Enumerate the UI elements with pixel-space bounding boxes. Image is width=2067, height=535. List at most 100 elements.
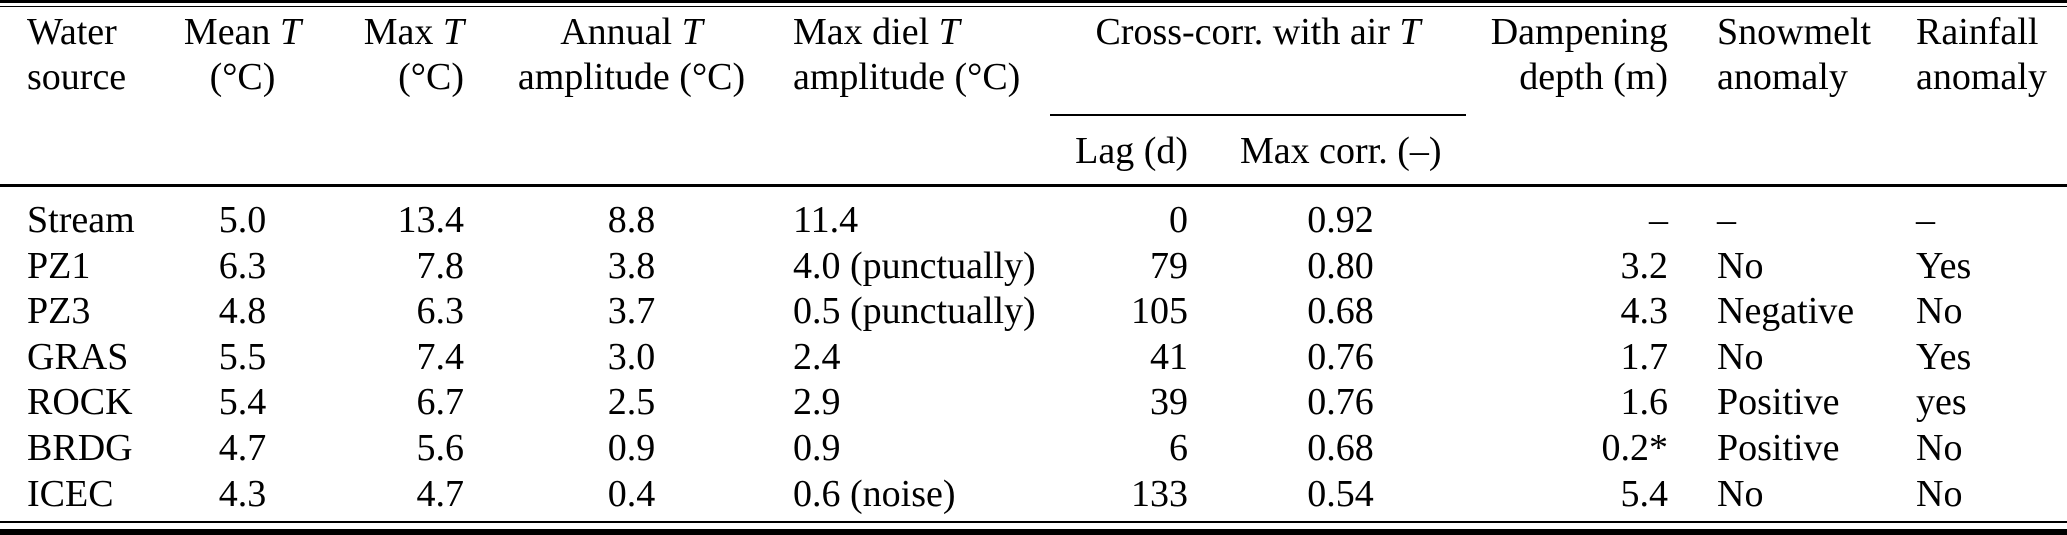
cell-source: GRAS xyxy=(27,335,129,378)
cell-max-t: 6.7 xyxy=(416,381,465,424)
cell-rainfall: Yes xyxy=(1916,335,1972,378)
header-line: source xyxy=(27,56,127,98)
cell-snowmelt: Positive xyxy=(1717,426,1840,469)
cell-rainfall: yes xyxy=(1916,381,1967,424)
cell-max-corr: 0.54 xyxy=(1307,472,1374,515)
cell-annual: 0.4 xyxy=(607,472,656,515)
cell-max-diel: 0.5 (punctually) xyxy=(793,290,1036,333)
cell-dampening: 1.7 xyxy=(1620,335,1669,378)
cell-dampening: 4.3 xyxy=(1620,290,1669,333)
italic-t: T xyxy=(442,11,464,53)
cell-rainfall: No xyxy=(1916,426,1963,469)
header-unit: (°C) xyxy=(209,56,276,98)
cell-snowmelt: No xyxy=(1717,244,1764,287)
cell-max-corr: 0.92 xyxy=(1307,199,1374,241)
column-header-max-t: Max T (°C) xyxy=(340,10,464,100)
header-separator-rule xyxy=(0,184,2067,187)
table-bottom-rule-thin xyxy=(0,521,2067,523)
cell-annual: 8.8 xyxy=(607,199,656,241)
cell-lag: 133 xyxy=(1131,472,1188,515)
header-line: anomaly xyxy=(1916,56,2047,98)
header-line: Dampening xyxy=(1490,11,1668,53)
cell-max-diel: 0.9 xyxy=(793,426,841,469)
cell-max-corr: 0.68 xyxy=(1307,290,1374,333)
column-header-mean-t: Mean T (°C) xyxy=(180,10,305,100)
cell-mean-t: 4.3 xyxy=(218,472,267,515)
cell-max-diel: 0.6 (noise) xyxy=(793,472,956,515)
column-subheader-max-corr: Max corr. (–) xyxy=(1240,130,1442,172)
cell-annual: 0.9 xyxy=(607,426,656,469)
cell-lag: 6 xyxy=(1169,426,1188,469)
header-line: anomaly xyxy=(1717,56,1848,98)
cell-rainfall: No xyxy=(1916,472,1963,515)
column-header-max-diel-amplitude: Max diel T amplitude (°C) xyxy=(793,10,1048,100)
header-line: Max T xyxy=(340,10,464,55)
cell-mean-t: 4.8 xyxy=(218,290,267,333)
table-row: GRAS 5.5 7.4 3.0 2.4 41 0.76 1.7 No Yes xyxy=(0,335,2067,381)
table-row: Stream 5.0 13.4 8.8 11.4 0 0.92 – – – xyxy=(0,198,2067,244)
cell-rainfall: No xyxy=(1916,290,1963,333)
table-row: ROCK 5.4 6.7 2.5 2.9 39 0.76 1.6 Positive yes xyxy=(0,380,2067,426)
header-unit: (°C) xyxy=(398,56,464,98)
cell-rainfall: – xyxy=(1916,199,1935,241)
cell-max-t: 7.4 xyxy=(416,335,465,378)
cell-dampening: 1.6 xyxy=(1620,381,1669,424)
table-body: Stream 5.0 13.4 8.8 11.4 0 0.92– – – PZ1 6.3 7.8 3.8… xyxy=(0,198,2067,517)
header-text: Mean xyxy=(183,11,280,53)
cell-max-t: 5.6 xyxy=(416,426,465,469)
column-header-annual-amplitude: Annual T amplitude (°C) xyxy=(516,10,747,100)
header-text: Max xyxy=(363,11,443,53)
header-text: Max diel xyxy=(793,11,939,53)
column-header-dampening-depth: Dampening depth (m) xyxy=(1488,10,1668,100)
column-header-rainfall-anomaly: Rainfall anomaly xyxy=(1916,10,2064,100)
cell-source: BRDG xyxy=(27,426,133,469)
header-unit: amplitude (°C) xyxy=(517,56,746,98)
cell-max-diel: 11.4 xyxy=(793,199,859,241)
cell-max-diel: 4.0 (punctually) xyxy=(793,244,1036,287)
cell-mean-t: 5.5 xyxy=(218,335,267,378)
cell-lag: 41 xyxy=(1150,335,1188,378)
column-subheader-lag: Lag (d) xyxy=(1075,130,1188,172)
column-header-snowmelt-anomaly: Snowmelt anomaly xyxy=(1717,10,1887,100)
cell-max-t: 4.7 xyxy=(416,472,465,515)
cell-lag: 0 xyxy=(1169,199,1188,241)
header-unit: amplitude (°C) xyxy=(793,56,1021,98)
cell-dampening: 0.2* xyxy=(1601,426,1669,469)
cell-annual: 3.7 xyxy=(607,290,656,333)
table-top-rule-thick xyxy=(0,0,2067,3)
cell-max-t: 7.8 xyxy=(416,244,465,287)
cell-rainfall: Yes xyxy=(1916,244,1972,287)
cell-max-corr: 0.68 xyxy=(1307,426,1374,469)
cell-mean-t: 5.0 xyxy=(218,199,267,241)
table-row: PZ3 4.8 6.3 3.7 0.5 (punctually) 105 0.68 4.3 Ne… xyxy=(0,289,2067,335)
cell-lag: 79 xyxy=(1150,244,1188,287)
italic-t: T xyxy=(938,11,960,53)
cell-source: PZ3 xyxy=(27,290,91,333)
table-top-rule-thin xyxy=(0,5,2067,7)
cell-max-diel: 2.4 xyxy=(793,335,841,378)
cell-dampening: 5.4 xyxy=(1620,472,1669,515)
cell-lag: 39 xyxy=(1150,381,1188,424)
cell-source: ROCK xyxy=(27,381,133,424)
cell-source: Stream xyxy=(27,199,135,241)
cell-max-corr: 0.76 xyxy=(1307,381,1374,424)
table-row: BRDG 4.7 5.6 0.9 0.9 6 0.68 0.2* Positive No xyxy=(0,426,2067,472)
cell-dampening: 3.2 xyxy=(1620,244,1669,287)
cross-corr-group-rule xyxy=(1050,114,1466,116)
cell-annual: 3.8 xyxy=(607,244,656,287)
cell-max-t: 6.3 xyxy=(416,290,465,333)
table-row: ICEC 4.3 4.7 0.4 0.6 (noise) 133 0.54 5.4 No No xyxy=(0,472,2067,518)
cell-snowmelt: No xyxy=(1717,472,1764,515)
cell-source: ICEC xyxy=(27,472,114,515)
cell-mean-t: 5.4 xyxy=(218,381,267,424)
header-line: Max diel T xyxy=(793,10,1048,55)
header-line: Cross-corr. with air T xyxy=(1050,10,1466,55)
cell-lag: 105 xyxy=(1131,290,1188,333)
cell-max-corr: 0.80 xyxy=(1307,244,1374,287)
cell-annual: 2.5 xyxy=(607,381,656,424)
cell-snowmelt: Positive xyxy=(1717,381,1840,424)
header-line: Snowmelt xyxy=(1717,11,1872,53)
header-line: Rainfall xyxy=(1916,11,2039,53)
table-bottom-rule-thick xyxy=(0,528,2067,535)
